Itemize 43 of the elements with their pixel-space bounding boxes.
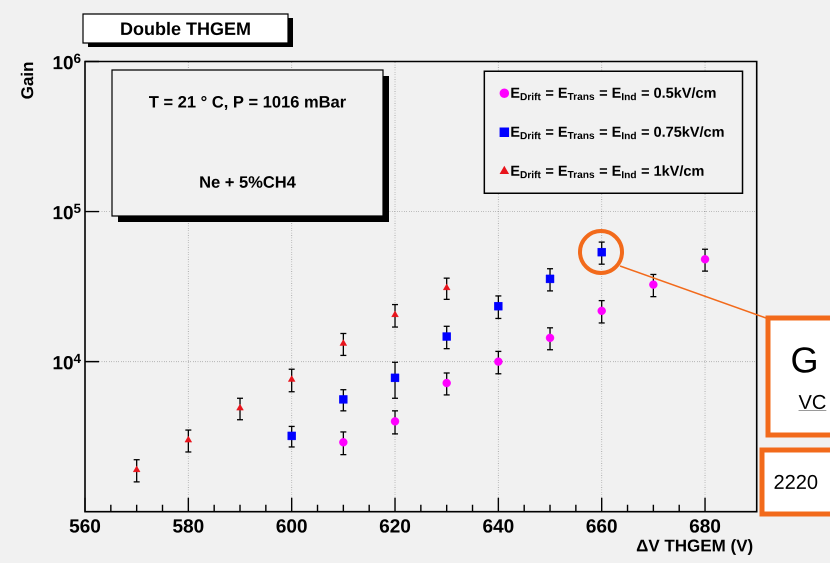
y-axis-title: Gain [20, 62, 34, 99]
chart-title: Double THGEM [121, 22, 250, 36]
x-axis-title: ΔV THGEM (V) [636, 539, 752, 555]
point [340, 339, 348, 346]
point [494, 357, 503, 366]
x-tick-label: 580 [173, 519, 204, 533]
point [649, 280, 658, 289]
point [390, 417, 400, 426]
x-tick-label: 560 [70, 519, 100, 533]
y-tick-label: 10$^{4}$ [54, 354, 81, 370]
x-tick-label: 620 [380, 519, 410, 533]
point [597, 306, 606, 316]
point [391, 310, 399, 318]
text: VC [798, 394, 826, 410]
point [443, 284, 450, 290]
point [546, 274, 554, 284]
point [339, 438, 348, 447]
text: 2220 [774, 474, 818, 490]
point [236, 404, 244, 410]
point [339, 395, 348, 404]
y-tick-label: 10$^{6}$ [54, 54, 80, 70]
y-tick-label: 10$^{5}$ [54, 204, 81, 220]
point [546, 334, 554, 342]
x-tick-label: 680 [690, 519, 720, 533]
legend-label: E$_{Drift}$ = E$_{Trans}$ = E$_{Ind}$ = 0.75kV/cm [511, 126, 724, 140]
point [597, 248, 606, 256]
annotation: T = 21 ° C, P = 1016 mBar [149, 96, 346, 110]
annotation: Ne + 5%CH4 [200, 176, 296, 188]
x-tick-label: 660 [586, 519, 617, 533]
point [700, 255, 710, 264]
point [288, 375, 296, 382]
point [287, 432, 296, 440]
x-tick-label: 640 [483, 519, 514, 533]
point [494, 302, 503, 310]
point [184, 436, 192, 442]
x-tick-label: 600 [276, 519, 307, 533]
text: G [792, 347, 816, 373]
legend-label: E$_{Drift}$ = E$_{Trans}$ = E$_{Ind}$ = 0.5kV/cm [511, 87, 716, 100]
point [442, 378, 451, 388]
legend-label: E$_{Drift}$ = E$_{Trans}$ = E$_{Ind}$ = 1kV/cm [511, 165, 704, 178]
point [390, 374, 400, 382]
point [133, 466, 140, 472]
point [442, 332, 451, 341]
